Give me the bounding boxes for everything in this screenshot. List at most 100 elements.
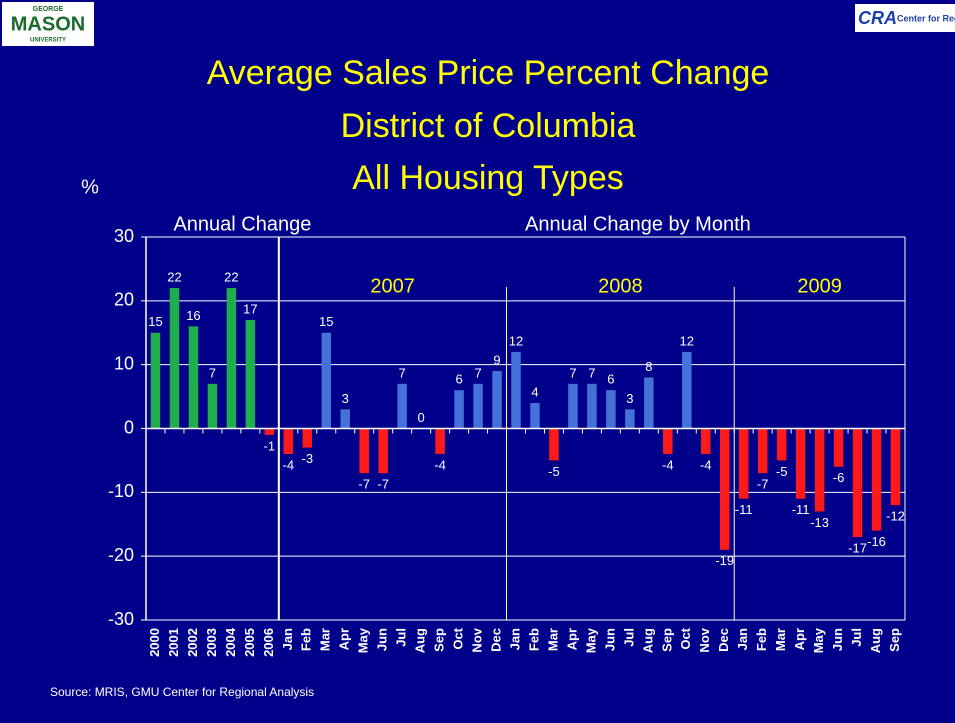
year-label: 2007 (370, 275, 415, 297)
x-tick-label: Dec (488, 628, 503, 652)
data-label: 6 (607, 372, 614, 387)
data-label: 9 (493, 352, 500, 367)
y-tick-label: 20 (114, 290, 134, 310)
x-tick-label: Mar (318, 628, 333, 651)
data-label: -4 (283, 457, 295, 472)
bar (511, 351, 521, 429)
data-label: -1 (264, 438, 276, 453)
data-label: 16 (186, 308, 200, 323)
bar (169, 288, 180, 429)
cra-logo: CRA Center for Regional Analy (855, 4, 955, 32)
bar (435, 428, 445, 455)
x-tick-label: 2005 (242, 628, 257, 657)
data-label: -11 (792, 502, 810, 517)
y-tick-label: -30 (108, 609, 134, 629)
x-tick-label: Jan (507, 628, 522, 650)
x-tick-label: 2001 (166, 628, 181, 657)
data-label: 7 (588, 365, 595, 380)
bar (397, 383, 407, 429)
bar (321, 332, 332, 429)
bar (302, 428, 313, 448)
x-tick-label: Sep (887, 628, 902, 652)
bar (719, 428, 730, 550)
x-tick-label: Nov (697, 627, 712, 652)
bar (606, 390, 616, 429)
x-tick-label: May (356, 627, 371, 653)
bar (188, 326, 199, 429)
chart-title: Average Sales Price Percent Change (207, 54, 770, 92)
data-label: 12 (509, 333, 523, 348)
data-label: -7 (377, 477, 389, 492)
data-label: -4 (662, 457, 674, 472)
x-tick-label: Jun (830, 628, 845, 651)
bar (701, 428, 711, 455)
bar (795, 428, 806, 499)
year-label: 2009 (797, 275, 842, 297)
data-label: -17 (848, 540, 867, 555)
bar (890, 428, 901, 506)
bar (568, 383, 578, 429)
x-tick-label: Jun (602, 628, 617, 651)
x-tick-label: Oct (451, 627, 466, 649)
cra-logo-box (855, 4, 955, 32)
data-label: 7 (474, 365, 481, 380)
data-label: 7 (569, 365, 576, 380)
logo-text: UNIVERSITY (30, 38, 66, 44)
bar (833, 428, 844, 467)
data-label: 8 (645, 359, 652, 374)
x-tick-label: 2003 (204, 628, 219, 657)
mason-logo-box (2, 2, 94, 46)
x-tick-label: Aug (868, 628, 883, 653)
bar (871, 428, 882, 531)
data-label: 7 (399, 365, 406, 380)
x-tick-label: May (811, 627, 826, 653)
data-label: -16 (867, 534, 886, 549)
x-tick-label: Feb (526, 628, 541, 651)
bar (738, 428, 749, 499)
y-axis-label: % (81, 176, 99, 198)
bar (226, 288, 237, 429)
bar (378, 428, 388, 474)
x-tick-label: 2000 (147, 628, 162, 657)
bar (587, 383, 597, 429)
bar (492, 371, 502, 429)
bar (283, 428, 294, 455)
data-label: 17 (243, 301, 257, 316)
x-tick-label: Apr (564, 628, 579, 650)
bar (473, 383, 483, 429)
data-label: 15 (319, 314, 333, 329)
y-tick-label: 30 (114, 226, 134, 246)
x-tick-label: Apr (792, 628, 807, 650)
y-tick-label: -20 (108, 545, 134, 565)
data-label: 12 (680, 333, 694, 348)
y-tick-label: 10 (114, 353, 134, 373)
bar (663, 428, 673, 455)
y-tick-label: 0 (124, 417, 134, 437)
bar (644, 377, 654, 429)
data-label: -4 (700, 457, 712, 472)
bar (682, 351, 692, 429)
bar (207, 383, 218, 429)
source-note: Source: MRIS, GMU Center for Regional An… (50, 685, 314, 699)
year-label: 2008 (598, 275, 643, 297)
bar (150, 332, 161, 429)
bar (245, 319, 256, 429)
bar (340, 409, 350, 429)
x-tick-label: May (583, 627, 598, 653)
x-tick-label: Jul (621, 628, 636, 647)
data-label: 15 (148, 314, 162, 329)
x-tick-label: Jul (849, 628, 864, 647)
data-label: 7 (209, 365, 216, 380)
x-tick-label: Sep (432, 628, 447, 652)
chart-title: District of Columbia (341, 107, 636, 145)
x-tick-label: Feb (299, 628, 314, 651)
logo-text: GEORGE (33, 6, 64, 13)
bar (814, 428, 825, 512)
x-tick-label: 2002 (185, 628, 200, 657)
x-tick-label: Jun (375, 628, 390, 651)
x-tick-label: Aug (640, 628, 655, 653)
x-tick-label: Mar (773, 628, 788, 651)
data-label: -7 (757, 477, 769, 492)
bar (757, 428, 768, 474)
logo-text: MASON (11, 13, 85, 35)
